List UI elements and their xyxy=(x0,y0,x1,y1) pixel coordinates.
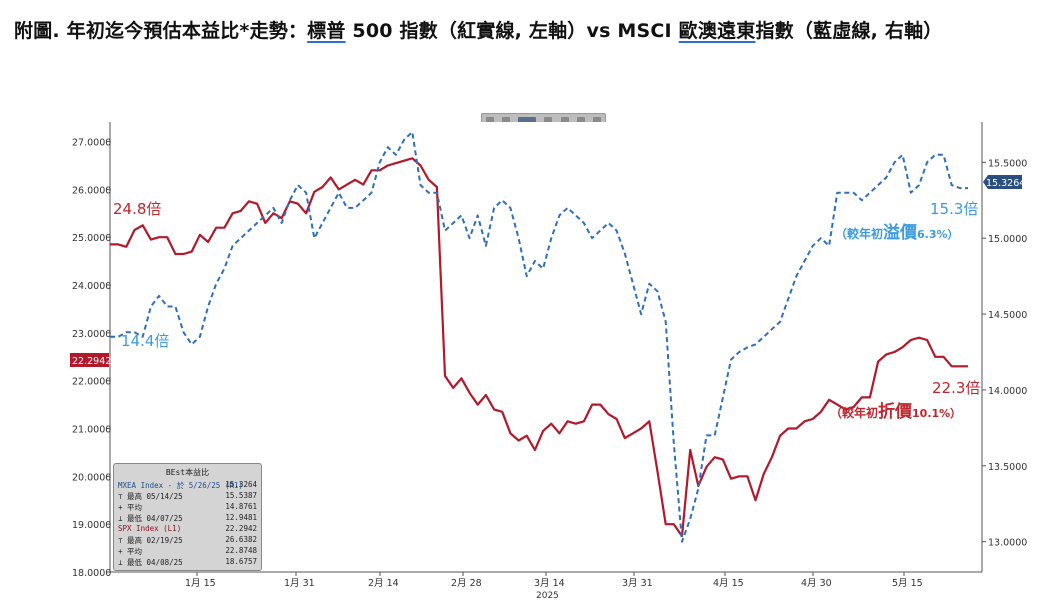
title-spx: 標普 xyxy=(307,20,346,42)
annotation-mxea-end: 15.3倍 xyxy=(930,200,978,218)
spx-series-line xyxy=(110,157,968,538)
chart-legend: BEst本益比 MXEA Index - 於 5/26/25 (R1) 15.32… xyxy=(113,463,262,571)
legend-row-value: 14.8761 xyxy=(225,502,257,511)
legend-row: ⊤ 最高 02/19/25 26.6382 xyxy=(118,535,257,545)
more-icon[interactable] xyxy=(592,116,601,125)
legend-row-key: ⊥ 最低 04/07/25 xyxy=(118,514,183,523)
left-axis-tick-label: 26.0000 xyxy=(72,185,111,196)
mxea-series-line xyxy=(110,131,968,543)
legend-row: + 平均 22.8748 xyxy=(118,546,257,556)
annotation-spx-start: 24.8倍 xyxy=(113,200,161,218)
legend-row-key: ⊤ 最高 05/14/25 xyxy=(118,492,183,501)
left-axis-tick-label: 27.0000 xyxy=(72,138,111,149)
right-axis-tick-label: 15.5000 xyxy=(988,158,1027,169)
x-axis-tick-label: 2月 14 xyxy=(368,578,399,589)
legend-row: ⊥ 最低 04/08/25 18.6757 xyxy=(118,557,257,567)
note-discount: （較年初折價10.1%） xyxy=(830,401,961,422)
x-year-label: 2025 xyxy=(536,591,559,601)
legend-row-value: 22.8748 xyxy=(225,546,257,555)
left-axis-tick-label: 23.0000 xyxy=(72,329,111,340)
right-axis-tick-label: 14.0000 xyxy=(988,386,1027,397)
search-icon[interactable] xyxy=(576,116,585,125)
left-axis-tick-label: 20.0000 xyxy=(72,472,111,483)
left-axis-tick-label: 19.0000 xyxy=(72,520,111,531)
annotate-icon[interactable] xyxy=(518,116,537,125)
legend-row-value: 26.6382 xyxy=(225,535,257,544)
left-axis-tick-label: 18.0000 xyxy=(72,568,111,579)
right-axis-tick-label: 13.0000 xyxy=(988,538,1027,549)
x-axis-tick-label: 5月 15 xyxy=(892,578,923,589)
left-axis-tick-label: 25.0000 xyxy=(72,233,111,244)
legend-row-key: SPX Index (L1) xyxy=(118,524,182,533)
current-value-left: 22.2942 xyxy=(70,353,111,367)
x-axis-tick-label: 4月 30 xyxy=(801,578,832,589)
text-icon[interactable] xyxy=(544,116,553,125)
legend-row: ⊥ 最低 04/07/25 12.9481 xyxy=(118,513,257,523)
x-axis-tick-label: 1月 15 xyxy=(185,578,216,589)
legend-row-key: ⊥ 最低 04/08/25 xyxy=(118,558,183,567)
right-axis-tick-label: 15.0000 xyxy=(988,234,1027,245)
legend-row: ⊤ 最高 05/14/25 15.5387 xyxy=(118,491,257,501)
legend-row: + 平均 14.8761 xyxy=(118,502,257,512)
x-axis-tick-label: 1月 31 xyxy=(284,578,315,589)
annotation-mxea-start: 14.4倍 xyxy=(121,332,169,350)
note-premium: （較年初溢價6.3%） xyxy=(835,222,959,243)
title-asia: 歐澳遠東 xyxy=(678,20,756,42)
legend-row-value: 12.9481 xyxy=(225,513,257,522)
zoom-out-icon[interactable] xyxy=(502,116,511,125)
x-axis-tick-label: 3月 31 xyxy=(622,578,653,589)
grid-icon[interactable] xyxy=(560,116,569,125)
svg-text:15.3264: 15.3264 xyxy=(986,178,1025,189)
legend-row-key: + 平均 xyxy=(118,547,143,556)
left-axis-tick-label: 22.0000 xyxy=(72,377,111,388)
legend-row-value: 15.3264 xyxy=(225,480,257,489)
legend-row-value: 15.5387 xyxy=(225,491,257,500)
legend-header: BEst本益比 xyxy=(165,468,210,477)
current-value-right: 15.3264 xyxy=(983,175,1025,189)
svg-text:22.2942: 22.2942 xyxy=(72,356,111,367)
legend-row: MXEA Index - 於 5/26/25 (R1) 15.3264 xyxy=(118,480,257,490)
title-mid: 500 指數（紅實線, 左軸）vs MSCI xyxy=(345,20,679,42)
move-icon[interactable] xyxy=(486,116,495,125)
right-axis-tick-label: 14.5000 xyxy=(988,310,1027,321)
legend-row-key: MXEA Index - 於 5/26/25 (R1) xyxy=(118,481,243,490)
x-axis-tick-label: 4月 15 xyxy=(713,578,744,589)
chart-title: 附圖. 年初迄今預估本益比*走勢：標普 500 指數（紅實線, 左軸）vs MS… xyxy=(14,12,1044,50)
annotation-spx-end: 22.3倍 xyxy=(932,379,980,397)
left-axis-tick-label: 24.0000 xyxy=(72,281,111,292)
left-axis-tick-label: 21.0000 xyxy=(72,425,111,436)
legend-row-key: + 平均 xyxy=(118,503,143,512)
title-suffix: 指數（藍虛線, 右軸） xyxy=(755,20,943,42)
title-prefix: 附圖. 年初迄今預估本益比*走勢： xyxy=(14,20,308,42)
x-axis-tick-label: 3月 14 xyxy=(534,578,565,589)
x-axis-tick-label: 2月 28 xyxy=(451,578,482,589)
legend-row-value: 22.2942 xyxy=(225,524,257,533)
legend-row-key: ⊤ 最高 02/19/25 xyxy=(118,536,183,545)
right-axis-tick-label: 13.5000 xyxy=(988,462,1027,473)
legend-row-value: 18.6757 xyxy=(225,557,257,566)
legend-row: SPX Index (L1) 22.2942 xyxy=(118,524,257,533)
